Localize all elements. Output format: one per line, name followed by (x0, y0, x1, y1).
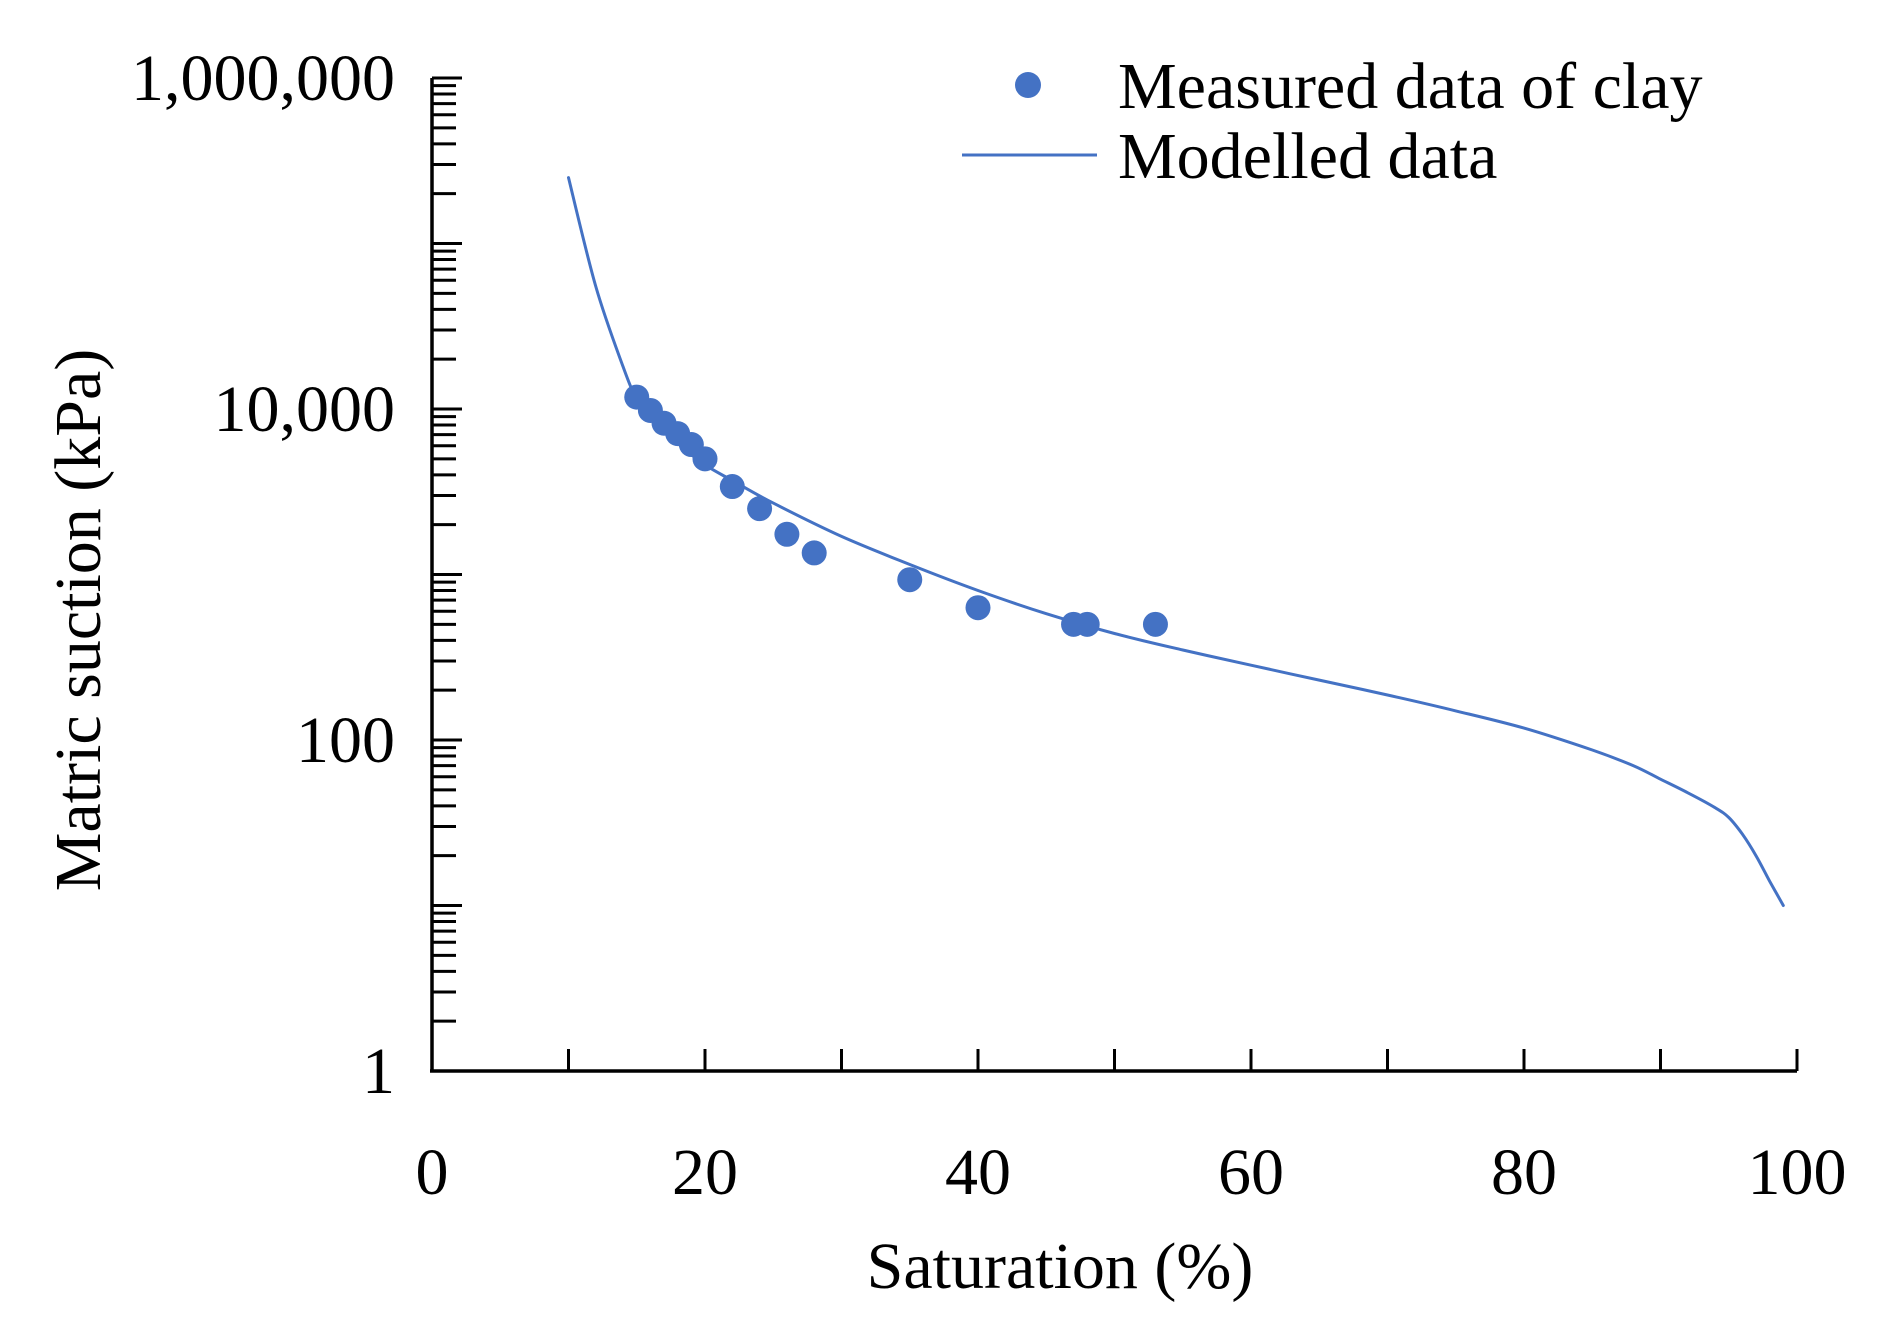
y-tick-labels: 1 100 10,000 1,000,000 (131, 42, 395, 1108)
y-tick-label: 100 (296, 704, 395, 777)
data-point (965, 595, 991, 621)
y-tick-label: 1,000,000 (131, 42, 395, 115)
legend: Measured data of clay Modelled data (962, 50, 1703, 193)
legend-label-modelled: Modelled data (1118, 120, 1497, 193)
y-axis-title: Matric suction (kPa) (42, 349, 115, 892)
x-axis-title: Saturation (%) (867, 1230, 1254, 1303)
data-point (1142, 611, 1168, 637)
data-point (692, 446, 718, 472)
x-tick-label: 40 (945, 1136, 1011, 1209)
data-point (774, 521, 800, 547)
data-point (801, 540, 827, 566)
x-tick-label: 80 (1491, 1136, 1557, 1209)
legend-marker-measured (1015, 72, 1041, 98)
y-tick-label: 10,000 (214, 373, 396, 446)
x-tick-label: 60 (1218, 1136, 1284, 1209)
modelled-data-line (567, 176, 1785, 907)
data-point (897, 567, 923, 593)
y-tick-label: 1 (362, 1035, 395, 1108)
x-ticks (430, 1049, 1799, 1071)
x-tick-labels: 0 20 40 60 80 100 (416, 1136, 1847, 1209)
data-point (719, 474, 745, 500)
legend-label-measured: Measured data of clay (1118, 50, 1703, 123)
measured-data-points (624, 384, 1168, 637)
x-tick-label: 20 (672, 1136, 738, 1209)
x-tick-label: 100 (1748, 1136, 1847, 1209)
x-tick-label: 0 (416, 1136, 449, 1209)
y-minor-ticks (432, 76, 462, 1073)
data-point (1074, 611, 1100, 637)
data-point (747, 496, 773, 522)
